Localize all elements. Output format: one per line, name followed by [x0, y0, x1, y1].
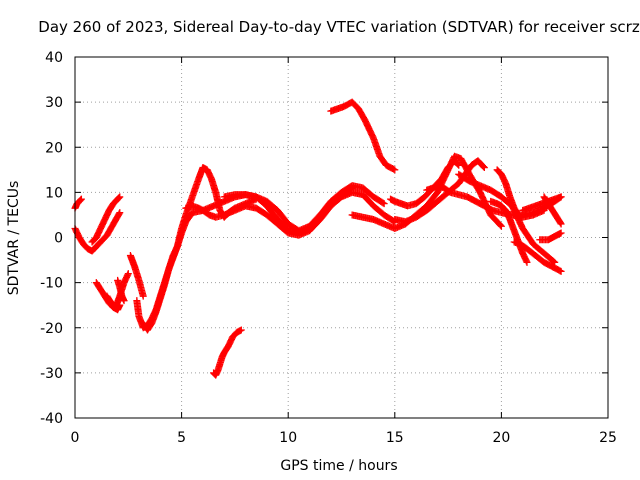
- data-point: [497, 222, 505, 230]
- data-point: [480, 164, 488, 172]
- series-arc-13: [327, 98, 399, 174]
- data-point: [114, 194, 122, 202]
- series-arc-23: [540, 193, 565, 228]
- series-arc-21: [510, 238, 565, 275]
- x-tick-label: 0: [71, 430, 80, 446]
- y-tick-label: 30: [45, 95, 63, 111]
- y-tick-label: -10: [40, 276, 63, 292]
- data-point: [454, 160, 462, 168]
- data-point: [237, 326, 245, 334]
- x-axis-label: GPS time / hours: [280, 458, 397, 474]
- series-arc-03: [88, 193, 124, 246]
- data-point: [391, 166, 399, 174]
- series-arc-15: [387, 157, 463, 210]
- y-tick-label: 20: [45, 140, 63, 156]
- x-tick-label: 20: [492, 430, 510, 446]
- series-arc-07: [126, 252, 147, 300]
- data-point: [556, 219, 564, 227]
- data-point: [124, 270, 132, 278]
- series-arc-24: [536, 229, 565, 244]
- data-point: [557, 193, 565, 201]
- data-point: [379, 199, 387, 207]
- data-point: [455, 161, 463, 169]
- data-point: [380, 200, 388, 208]
- data-point: [139, 292, 147, 300]
- plot-frame: [74, 56, 609, 419]
- chart-title: Day 260 of 2023, Sidereal Day-to-day VTE…: [38, 18, 640, 36]
- y-tick-label: -20: [40, 321, 63, 337]
- data-point: [116, 209, 124, 217]
- data-point: [479, 163, 487, 171]
- data-point: [557, 220, 565, 228]
- data-point: [115, 210, 123, 218]
- y-tick-labels: -40 -30 -20 -10 0 10 20 30 40: [40, 50, 63, 427]
- y-axis-label: SDTVAR / TECUs: [6, 181, 22, 296]
- data-point: [557, 229, 565, 237]
- y-tick-label: 40: [45, 50, 63, 66]
- series-arc-01: [71, 195, 85, 212]
- x-tick-label: 10: [279, 430, 297, 446]
- series-arc-10: [210, 326, 245, 379]
- y-tick-label: 0: [54, 231, 63, 247]
- x-tick-label: 5: [177, 430, 186, 446]
- data-point: [115, 194, 123, 202]
- series-arc-06: [114, 276, 128, 305]
- data-point: [523, 258, 531, 266]
- y-tick-label: -40: [40, 411, 63, 427]
- series-arc-02: [71, 209, 124, 255]
- x-tick-labels: 0 5 10 15 20 25: [71, 430, 617, 446]
- y-tick-label: 10: [45, 185, 63, 201]
- data-point: [76, 197, 84, 205]
- data-point: [116, 193, 124, 201]
- data-point: [77, 196, 85, 204]
- data-points: [71, 98, 565, 379]
- data-point: [557, 267, 565, 275]
- series-arc-12: [220, 182, 388, 235]
- series-arc-16: [391, 157, 488, 226]
- y-tick-label: -30: [40, 366, 63, 382]
- data-point: [120, 297, 128, 305]
- data-point: [550, 257, 558, 265]
- data-point: [77, 195, 85, 203]
- x-tick-label: 25: [599, 430, 617, 446]
- series-arc-11: [182, 188, 399, 239]
- data-point: [496, 221, 504, 229]
- x-tick-label: 15: [386, 430, 404, 446]
